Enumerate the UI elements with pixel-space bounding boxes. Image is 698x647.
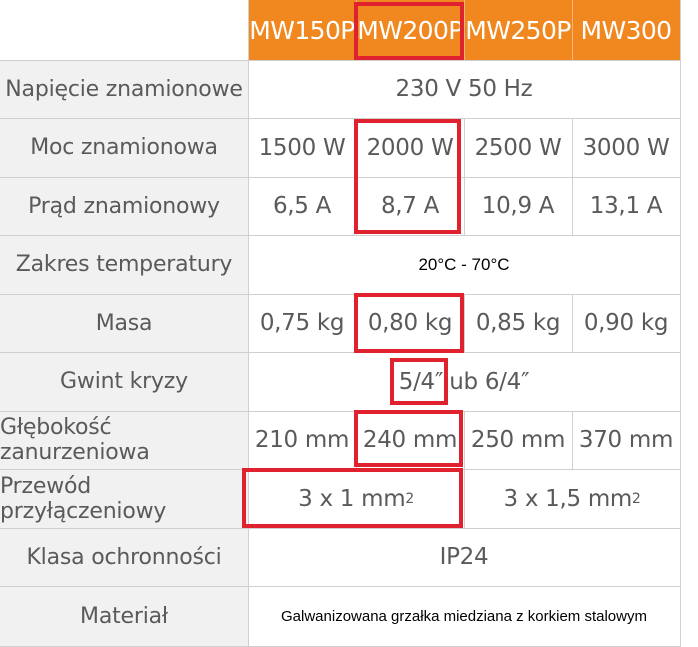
row-masa: Masa 0,75 kg 0,80 kg 0,85 kg 0,90 kg [0,294,680,352]
value-napiecie: 230 V 50 Hz [395,76,533,102]
header-separator [464,0,465,60]
value-masa-mw150p: 0,75 kg [259,310,345,336]
grid-line [464,294,465,352]
value-klasa: IP24 [439,544,489,570]
value-glebokosc-mw150p: 210 mm [254,427,350,453]
value-masa-mw200p: 0,80 kg [367,310,453,336]
label-column-background [0,60,248,647]
value-glebokosc-mw250p: 250 mm [470,427,566,453]
grid-line [0,235,680,236]
grid-line [0,118,680,119]
row-label: Prąd znamionowy [28,193,220,219]
highlight-box-glebokosc [354,410,463,467]
grid-line [0,352,680,353]
row-label: Moc znamionowa [30,135,218,160]
header-separator [572,0,573,60]
grid-line [0,528,680,529]
value-material: Galwanizowana grzałka miedziana z korkie… [281,608,647,625]
grid-line [464,118,465,235]
row-napiecie: Napięcie znamionowe 230 V 50 Hz [0,60,680,118]
grid-line [0,586,680,587]
grid-line [0,411,680,412]
row-prad: Prąd znamionowy 6,5 A 8,7 A 10,9 A 13,1 … [0,177,680,235]
highlight-box-gwint [390,358,448,405]
value-prad-mw250p: 10,9 A [481,193,555,219]
model-header-mw200p: MW200P [357,15,463,45]
row-label: Głębokość zanurzeniowa [0,415,150,465]
row-label: Zakres temperatury [15,252,233,277]
row-zakres: Zakres temperatury 20°C - 70°C [0,235,680,294]
grid-line [572,411,573,469]
row-klasa: Klasa ochronności IP24 [0,528,680,586]
model-header-mw150p: MW150P [249,15,355,45]
row-moc: Moc znamionowa 1500 W 2000 W 2500 W 3000… [0,118,680,177]
value-gwint: 5/4″ lub 6/4″ [248,352,680,411]
value-prad-mw300: 13,1 A [589,193,663,219]
grid-line [680,0,681,647]
row-gwint: Gwint kryzy 5/4″ lub 6/4″ [0,352,680,411]
highlight-box-przewod [242,468,463,528]
grid-line [0,294,680,295]
grid-line [0,177,680,178]
value-glebokosc-mw300: 370 mm [578,427,674,453]
row-label: Napięcie znamionowe [5,76,243,102]
value-przewod-a: 3 x 1 mm [298,485,406,512]
highlight-box-masa [354,293,464,353]
value-moc-mw150p: 1500 W [258,134,346,161]
grid-line [248,0,249,647]
row-label: Gwint kryzy [60,369,188,394]
value-moc-mw250p: 2500 W [474,134,562,161]
value-masa-mw300: 0,90 kg [583,310,669,336]
header-row: MW150P MW200P MW250P MW300 [0,0,680,60]
highlight-box-moc-prad [354,119,461,234]
model-header-mw300: MW300 [580,15,672,45]
value-prad-mw150p: 6,5 A [272,193,332,219]
grid-line [572,118,573,235]
value-gwint-primary: 5/4″ [398,368,444,395]
row-label: Przewód przyłączeniowy [0,473,167,524]
model-header-mw250p: MW250P [465,15,571,45]
grid-line [572,294,573,352]
value-przewod-mw250p-mw300: 3 x 1,5 mm 2 [503,485,641,512]
row-label: Masa [95,310,153,336]
grid-line [464,469,465,528]
value-masa-mw250p: 0,85 kg [475,310,561,336]
row-przewod: Przewód przyłączeniowy 3 x 1 mm 2 3 x 1,5… [0,469,680,528]
row-label: Materiał [80,604,168,629]
value-przewod-mw150p-mw200p: 3 x 1 mm 2 [298,485,414,512]
value-gwint-alternative: lub 6/4″ [443,368,530,395]
highlight-box-mw200p-header [354,2,464,60]
grid-line [464,411,465,469]
value-prad-mw200p: 8,7 A [380,193,440,219]
value-moc-mw300: 3000 W [582,134,670,161]
row-glebokosc: Głębokość zanurzeniowa 210 mm 240 mm 250… [0,411,680,469]
value-zakres: 20°C - 70°C [418,254,510,274]
row-material: Materiał Galwanizowana grzałka miedziana… [0,586,680,647]
grid-line [0,60,680,61]
value-glebokosc-mw200p: 240 mm [362,427,458,453]
spec-table: MW150P MW200P MW250P MW300 Napięcie znam… [0,0,681,647]
value-moc-mw200p: 2000 W [366,134,454,161]
row-label: Klasa ochronności [26,544,222,570]
value-przewod-b: 3 x 1,5 mm [503,485,633,512]
